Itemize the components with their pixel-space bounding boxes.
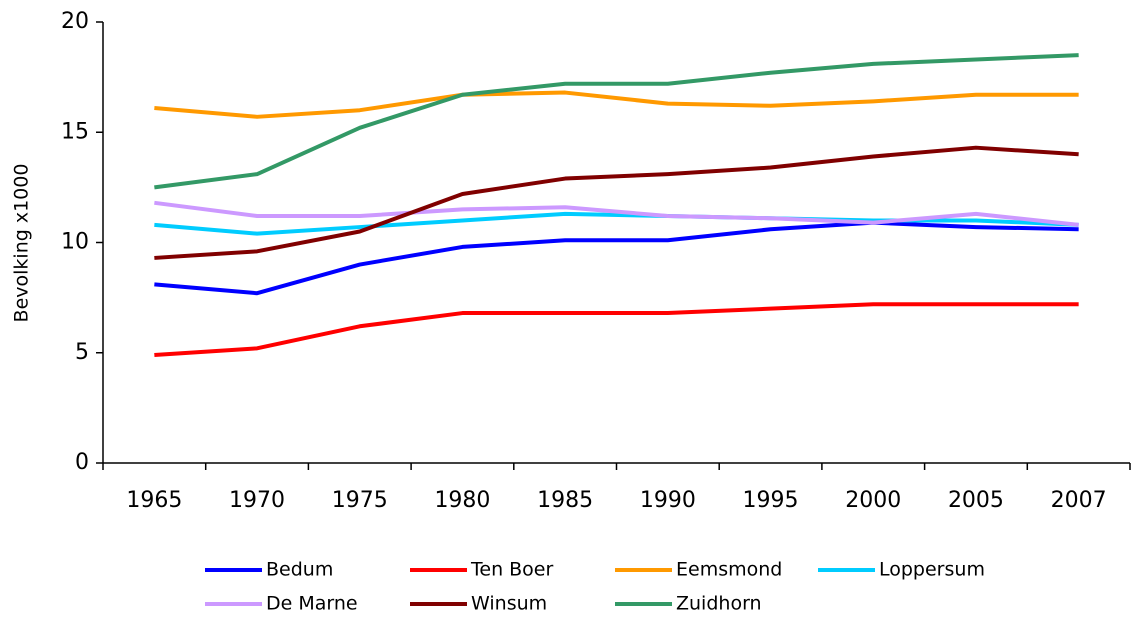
series-line	[154, 53, 1079, 190]
x-tick-label: 2000	[845, 488, 901, 513]
series-line	[154, 145, 1079, 260]
y-tick-label: 20	[61, 9, 89, 34]
x-tick-label: 1995	[743, 488, 799, 513]
series-line	[154, 90, 1079, 119]
legend-label: Ten Boer	[470, 559, 553, 581]
y-tick-label: 15	[61, 119, 89, 144]
legend-label: Winsum	[471, 593, 547, 615]
y-tick-label: 10	[61, 230, 89, 255]
x-tick-label: 1965	[126, 488, 182, 513]
legend-label: Eemsmond	[676, 559, 782, 581]
x-tick-label: 2005	[948, 488, 1004, 513]
x-tick-label: 1975	[332, 488, 388, 513]
x-tick-label: 1990	[640, 488, 696, 513]
y-axis-label: Bevolking x1000	[11, 164, 33, 323]
series-line	[154, 211, 1079, 236]
y-tick-label: 5	[75, 340, 89, 365]
y-tick-label: 0	[75, 450, 89, 475]
legend-label: Zuidhorn	[676, 593, 762, 615]
x-tick-label: 1985	[537, 488, 593, 513]
x-tick-label: 1980	[434, 488, 490, 513]
series-line	[154, 200, 1079, 227]
legend-label: Loppersum	[879, 559, 985, 581]
x-tick-label: 2007	[1051, 488, 1107, 513]
legend-label: Bedum	[266, 559, 333, 581]
series-line	[154, 220, 1079, 296]
series-line	[154, 302, 1079, 357]
legend-label: De Marne	[266, 593, 358, 615]
x-tick-label: 1970	[229, 488, 285, 513]
